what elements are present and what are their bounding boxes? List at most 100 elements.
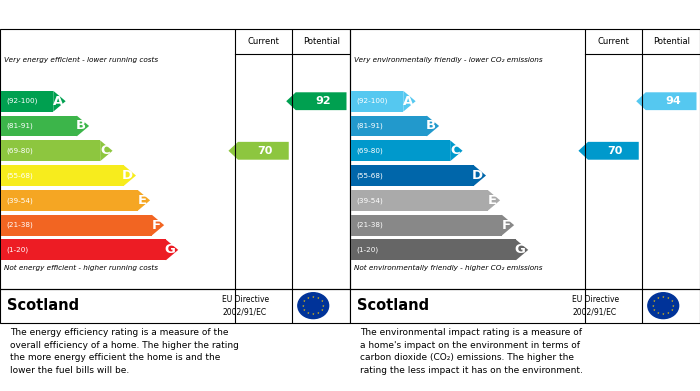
Bar	[351, 116, 427, 136]
Text: ★: ★	[303, 308, 306, 312]
Text: (21-38): (21-38)	[7, 222, 34, 228]
Text: (81-91): (81-91)	[7, 123, 34, 129]
Text: (55-68): (55-68)	[7, 172, 34, 179]
Text: The energy efficiency rating is a measure of the
overall efficiency of a home. T: The energy efficiency rating is a measur…	[10, 328, 239, 375]
Text: ★: ★	[321, 308, 323, 312]
Text: ★: ★	[303, 300, 306, 303]
Text: EU Directive
2002/91/EC: EU Directive 2002/91/EC	[573, 295, 620, 316]
Text: Scotland: Scotland	[7, 298, 79, 313]
Bar	[350, 289, 700, 323]
Text: ★: ★	[672, 304, 675, 308]
Polygon shape	[77, 116, 89, 136]
Polygon shape	[488, 190, 500, 211]
Text: E: E	[138, 194, 147, 207]
Text: ★: ★	[652, 304, 654, 308]
Text: (21-38): (21-38)	[356, 222, 384, 228]
Text: ★: ★	[662, 312, 664, 316]
Polygon shape	[53, 91, 66, 111]
Polygon shape	[450, 140, 463, 161]
Text: ★: ★	[302, 304, 304, 308]
Text: C: C	[100, 144, 110, 157]
Bar	[351, 190, 488, 211]
Text: A: A	[52, 95, 63, 108]
Polygon shape	[516, 240, 528, 260]
Text: ★: ★	[657, 296, 659, 300]
Circle shape	[648, 293, 678, 319]
Text: Potential: Potential	[302, 36, 340, 45]
Text: (1-20): (1-20)	[356, 247, 379, 253]
Text: (81-91): (81-91)	[356, 123, 384, 129]
Text: ★: ★	[653, 308, 656, 312]
Polygon shape	[578, 142, 638, 160]
Polygon shape	[427, 116, 439, 136]
Text: D: D	[122, 169, 133, 182]
Bar	[351, 91, 403, 111]
Bar	[351, 215, 502, 235]
Text: B: B	[76, 120, 86, 133]
Bar	[1, 215, 152, 235]
Text: (69-80): (69-80)	[7, 147, 34, 154]
Text: A: A	[402, 95, 413, 108]
Text: G: G	[164, 244, 176, 256]
Text: Not environmentally friendly - higher CO₂ emissions: Not environmentally friendly - higher CO…	[354, 265, 542, 271]
Text: (39-54): (39-54)	[7, 197, 34, 204]
Text: ★: ★	[321, 300, 323, 303]
Text: ★: ★	[667, 296, 670, 300]
Bar	[1, 116, 77, 136]
Text: Energy Efficiency Rating: Energy Efficiency Rating	[8, 8, 181, 21]
Text: (92-100): (92-100)	[356, 98, 388, 104]
Text: Very energy efficient - lower running costs: Very energy efficient - lower running co…	[4, 56, 158, 63]
Text: ★: ★	[671, 308, 673, 312]
Text: C: C	[450, 144, 460, 157]
Text: Potential: Potential	[652, 36, 690, 45]
Text: (1-20): (1-20)	[7, 247, 29, 253]
Text: Current: Current	[247, 36, 279, 45]
Polygon shape	[166, 240, 179, 260]
Bar	[351, 165, 474, 186]
Bar	[1, 91, 53, 111]
Text: B: B	[426, 120, 436, 133]
Polygon shape	[100, 140, 113, 161]
Text: Scotland: Scotland	[357, 298, 429, 313]
Text: (69-80): (69-80)	[356, 147, 384, 154]
Bar	[351, 240, 516, 260]
Polygon shape	[138, 190, 150, 211]
Text: ★: ★	[317, 311, 320, 315]
Text: F: F	[502, 219, 511, 231]
Bar	[1, 165, 124, 186]
Bar	[1, 240, 166, 260]
Polygon shape	[474, 165, 486, 186]
Text: Very environmentally friendly - lower CO₂ emissions: Very environmentally friendly - lower CO…	[354, 56, 542, 63]
Bar	[1, 190, 138, 211]
Text: Current: Current	[597, 36, 629, 45]
Text: (92-100): (92-100)	[7, 98, 38, 104]
Text: Not energy efficient - higher running costs: Not energy efficient - higher running co…	[4, 265, 158, 271]
Polygon shape	[286, 92, 346, 110]
Polygon shape	[403, 91, 416, 111]
Circle shape	[298, 293, 329, 319]
Text: The environmental impact rating is a measure of
a home's impact on the environme: The environmental impact rating is a mea…	[360, 328, 583, 375]
Text: ★: ★	[662, 295, 664, 299]
Text: ★: ★	[307, 311, 309, 315]
Text: D: D	[472, 169, 483, 182]
Text: E: E	[488, 194, 497, 207]
Polygon shape	[124, 165, 136, 186]
Bar	[351, 140, 450, 161]
Polygon shape	[152, 215, 164, 235]
Bar	[1, 140, 100, 161]
Text: F: F	[152, 219, 161, 231]
Text: (55-68): (55-68)	[356, 172, 384, 179]
Bar	[0, 289, 350, 323]
Text: ★: ★	[653, 300, 656, 303]
Text: ★: ★	[312, 312, 314, 316]
Text: (39-54): (39-54)	[356, 197, 384, 204]
Text: ★: ★	[667, 311, 670, 315]
Text: ★: ★	[671, 300, 673, 303]
Text: G: G	[514, 244, 526, 256]
Polygon shape	[636, 92, 696, 110]
Text: ★: ★	[322, 304, 325, 308]
Text: ★: ★	[317, 296, 320, 300]
Text: 92: 92	[315, 96, 331, 106]
Polygon shape	[228, 142, 288, 160]
Text: ★: ★	[312, 295, 314, 299]
